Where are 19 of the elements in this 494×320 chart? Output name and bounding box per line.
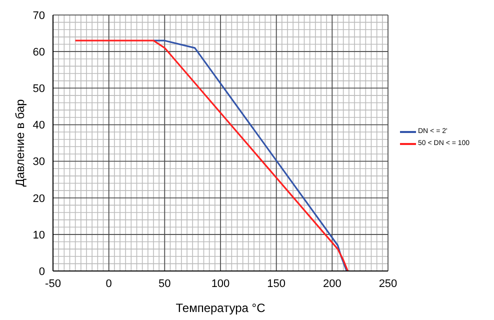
x-tick-label: 0 xyxy=(106,278,112,290)
line-series xyxy=(152,40,348,271)
y-tick-label: 10 xyxy=(32,229,45,242)
y-tick-label: 60 xyxy=(32,46,45,58)
x-tick-label: 150 xyxy=(267,278,286,290)
y-tick-label: 30 xyxy=(32,156,45,168)
y-tick-label: 70 xyxy=(32,10,45,22)
y-axis-title: Давление в бар xyxy=(13,98,27,187)
y-tick-label: 40 xyxy=(32,120,45,132)
x-tick-label: 50 xyxy=(158,278,171,290)
y-tick-label: 0 xyxy=(38,266,45,278)
x-tick-label: 250 xyxy=(378,278,398,290)
x-tick-label: 100 xyxy=(211,278,230,290)
x-axis-title: Температура °C xyxy=(176,301,266,315)
line-series xyxy=(74,40,349,271)
y-tick-label: 20 xyxy=(32,192,45,205)
x-tick-label: -50 xyxy=(45,278,61,290)
x-tick-label: 200 xyxy=(322,278,342,290)
y-tick-label: 50 xyxy=(32,83,45,96)
